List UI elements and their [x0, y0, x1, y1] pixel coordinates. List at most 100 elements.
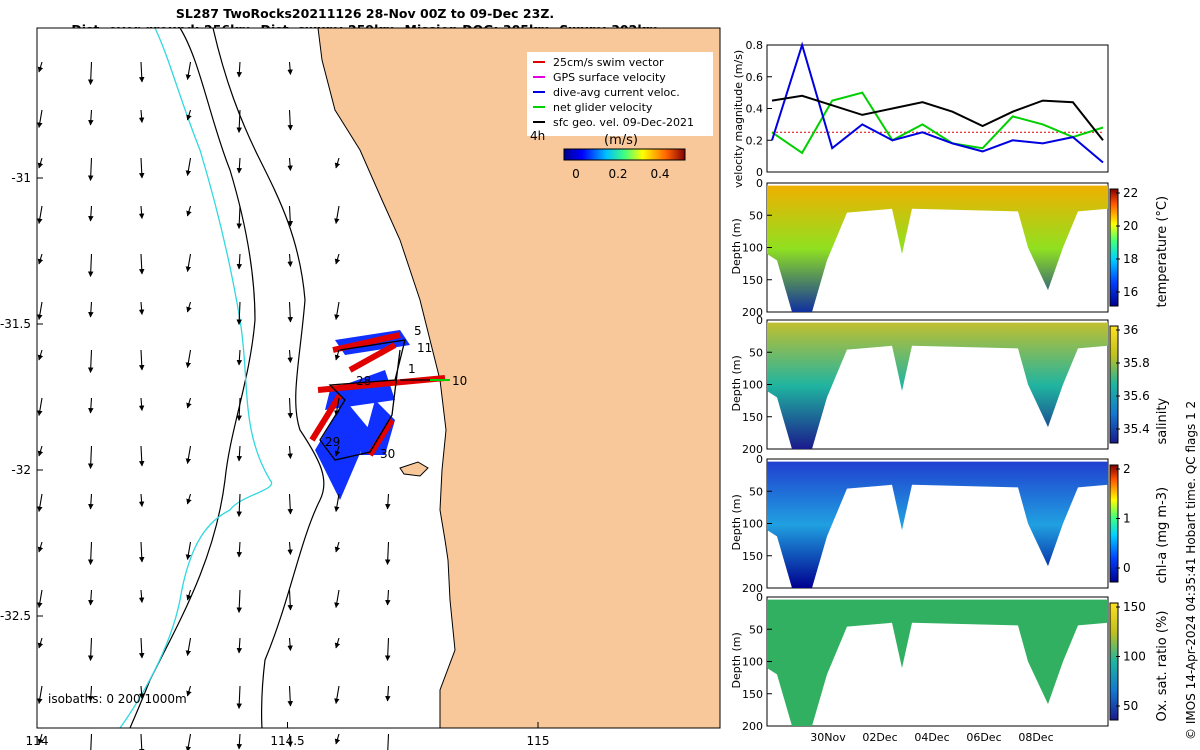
depth-tick-label: 100: [742, 656, 763, 669]
velocity-arrow: [37, 301, 43, 321]
map-colorbar: [563, 148, 686, 161]
velocity-arrow: [87, 637, 94, 662]
time-x-tick-label: 02Dec: [862, 731, 897, 744]
temperature-colorbar-tick-label: 16: [1123, 285, 1138, 299]
velocity-arrow: [236, 157, 243, 174]
velocity-arrow: [37, 685, 43, 705]
oxygen-ylabel: Depth (m): [730, 632, 743, 688]
colorbar-title: (m/s): [604, 133, 638, 148]
salinity-colorbar-tick-label: 36: [1123, 323, 1138, 337]
chla-field: [767, 461, 1108, 588]
velocity-arrow: [185, 157, 192, 177]
velocity-arrow: [287, 541, 293, 556]
velocity-panel: 0 0.2 0.4 0.6 0.8 velocity magnitude (m/s): [732, 39, 1109, 188]
day-label: 30: [380, 447, 395, 461]
temperature-field: [767, 185, 1108, 312]
velocity-arrow: [236, 61, 243, 78]
velocity-arrow: [139, 61, 145, 83]
legend-label-geo: sfc geo. vel. 09-Dec-2021: [553, 116, 694, 129]
velocity-y-tick-label: 0: [756, 166, 763, 179]
isobath-0: [119, 27, 273, 729]
depth-tick-label: 200: [742, 306, 763, 319]
map-colorbar-tick-label: 0.2: [608, 167, 627, 181]
map-y-tick-label: -31: [11, 171, 31, 185]
velocity-series: [771, 41, 1104, 164]
velocity-arrow: [334, 589, 340, 609]
oxygen-field: [767, 599, 1108, 726]
velocity-arrow: [334, 493, 340, 513]
velocity-arrow: [138, 589, 145, 604]
velocity-arrow: [186, 397, 192, 409]
chla-section: 0 50 100 150 200 Depth (m) 0 1 2 chl-a (mg m-3): [730, 453, 1170, 595]
velocity-arrow: [37, 733, 44, 745]
velocity-arrow: [138, 301, 145, 316]
velocity-arrow: [185, 637, 192, 657]
velocity-arrow: [287, 61, 293, 76]
velocity-arrow: [384, 541, 391, 566]
depth-tick-label: 50: [749, 346, 763, 359]
oxygen-colorbar-tick-label: 50: [1123, 699, 1138, 713]
velocity-arrow: [185, 61, 192, 81]
velocity-arrow: [287, 109, 293, 131]
isobath-200: [212, 27, 325, 729]
day-label: 1: [408, 362, 416, 376]
depth-tick-label: 50: [749, 623, 763, 636]
velocity-arrow: [334, 541, 341, 553]
glider-track: [309, 330, 450, 500]
velocity-arrow: [185, 349, 192, 369]
salinity-colorbar-tick-label: 35.4: [1123, 422, 1150, 436]
oxygen-colorbar-tick-label: 150: [1123, 600, 1146, 614]
day-label: 28: [356, 374, 371, 388]
time-x-tick-label: 06Dec: [966, 731, 1001, 744]
velocity-series-line: [771, 91, 1104, 155]
velocity-arrow: [186, 301, 192, 313]
velocity-arrow: [236, 685, 242, 710]
velocity-y-tick-label: 0.6: [746, 71, 764, 84]
velocity-arrow: [236, 349, 243, 366]
salinity-section: 0 50 100 150 200 Depth (m) 35.4 35.6 35.8 36 salin…: [730, 314, 1170, 456]
map-x-tick-label: 115: [527, 734, 550, 748]
velocity-y-tick-label: 0.8: [746, 39, 764, 52]
velocity-arrow: [385, 493, 391, 510]
day-label: 29: [325, 435, 340, 449]
day-label: 5: [414, 324, 422, 338]
velocity-arrow: [236, 541, 243, 558]
land-area: [317, 27, 721, 729]
velocity-y-ticks: 0 0.2 0.4 0.6 0.8: [746, 39, 772, 179]
velocity-arrow: [385, 589, 391, 606]
velocity-arrow: [88, 589, 94, 606]
velocity-arrow: [37, 589, 43, 609]
velocity-arrow: [236, 397, 242, 422]
map-legend: 25cm/s swim vector GPS surface velocity …: [527, 52, 713, 136]
velocity-arrow: [138, 205, 145, 220]
velocity-arrow: [236, 109, 242, 134]
map-colorbar-ticks: 0 0.2 0.4: [572, 167, 669, 181]
depth-tick-label: 100: [742, 242, 763, 255]
velocity-arrow: [139, 637, 145, 659]
time-x-tick-label: 04Dec: [914, 731, 949, 744]
velocity-arrow: [87, 445, 94, 470]
depth-tick-label: 0: [756, 453, 763, 466]
velocity-arrow: [385, 685, 391, 702]
velocity-arrow: [139, 253, 145, 275]
velocity-arrow: [87, 157, 94, 182]
velocity-arrow: [37, 445, 44, 457]
chla-ylabel: Depth (m): [730, 494, 743, 550]
velocity-arrow: [88, 109, 94, 126]
velocity-arrow: [138, 493, 145, 508]
legend-label-swim: 25cm/s swim vector: [553, 56, 664, 69]
velocity-ylabel: velocity magnitude (m/s): [732, 50, 745, 188]
map-y-ticks: -31 -31.5 -32 -32.5: [0, 171, 43, 623]
oxygen-section: 0 50 100 150 200 Depth (m) 50 100 150 Ox. sat. ra…: [730, 591, 1170, 733]
depth-tick-label: 0: [756, 591, 763, 604]
depth-tick-label: 100: [742, 518, 763, 531]
depth-tick-label: 0: [756, 177, 763, 190]
island: [399, 461, 429, 477]
chla-colorbar-tick-label: 0: [1123, 561, 1131, 575]
velocity-arrow: [88, 685, 94, 702]
temperature-colorbar-tick-label: 22: [1123, 186, 1138, 200]
velocity-arrow: [334, 349, 341, 361]
chla-colorbar-tick-label: 1: [1123, 512, 1131, 526]
velocity-arrow: [334, 445, 341, 457]
